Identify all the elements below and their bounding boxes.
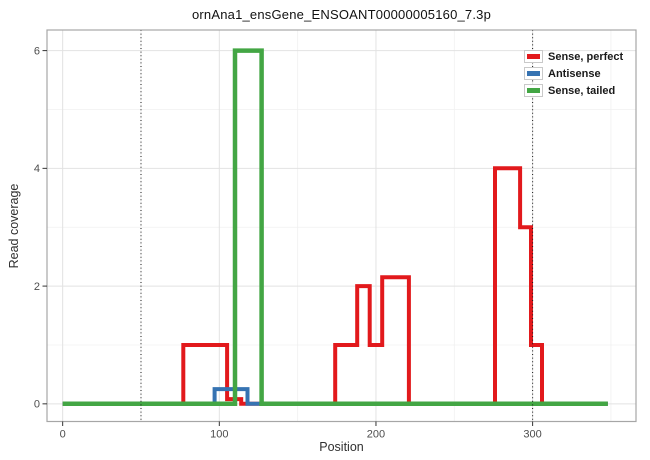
legend: Sense, perfect Antisense Sense, tailed: [524, 50, 623, 101]
y-tick-label: 6: [34, 45, 40, 57]
legend-item-sense-perfect: Sense, perfect: [524, 50, 623, 63]
legend-key-sense-tailed: [524, 84, 543, 97]
y-tick-label: 0: [34, 399, 40, 411]
legend-color-swatch: [527, 88, 540, 93]
legend-key-antisense: [524, 67, 543, 80]
legend-label-sense-perfect: Sense, perfect: [548, 50, 624, 63]
panel-border: [46, 29, 637, 423]
legend-label-antisense: Antisense: [548, 67, 601, 80]
x-tick-label: 300: [523, 429, 541, 441]
legend-item-antisense: Antisense: [524, 67, 623, 80]
plot-title: ornAna1_ensGene_ENSOANT00000005160_7.3p: [191, 7, 492, 22]
legend-color-swatch: [527, 54, 540, 59]
legend-key-sense-perfect: [524, 50, 543, 63]
x-tick-label: 0: [60, 429, 66, 441]
series-line-sense-tailed: [62, 48, 608, 407]
y-axis-title: Read coverage: [7, 183, 21, 269]
x-axis-title: Position: [319, 440, 364, 454]
series-line-sense-perfect: [62, 166, 608, 406]
legend-color-swatch: [527, 71, 540, 76]
y-tick-label: 4: [34, 163, 40, 175]
legend-item-sense-tailed: Sense, tailed: [524, 84, 623, 97]
y-tick-label: 2: [34, 281, 40, 293]
legend-label-sense-tailed: Sense, tailed: [548, 84, 616, 97]
x-tick-label: 100: [210, 429, 228, 441]
x-tick-label: 200: [367, 429, 385, 441]
